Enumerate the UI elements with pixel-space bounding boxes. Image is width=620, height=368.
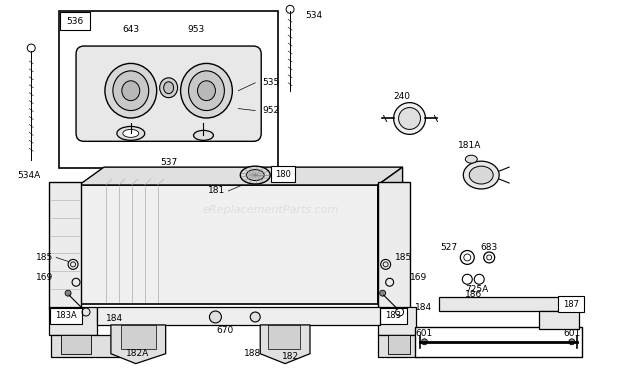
Ellipse shape xyxy=(399,107,420,130)
Text: 537: 537 xyxy=(160,158,177,167)
Text: 185: 185 xyxy=(394,253,412,262)
Text: 952: 952 xyxy=(262,106,280,115)
Text: 527: 527 xyxy=(440,243,458,252)
Polygon shape xyxy=(388,335,410,354)
Text: 184: 184 xyxy=(415,302,432,312)
FancyBboxPatch shape xyxy=(76,46,261,141)
Ellipse shape xyxy=(188,71,224,110)
Polygon shape xyxy=(79,167,402,185)
Ellipse shape xyxy=(193,130,213,140)
FancyBboxPatch shape xyxy=(379,308,407,324)
Text: 184: 184 xyxy=(106,315,123,323)
Ellipse shape xyxy=(394,103,425,134)
Circle shape xyxy=(422,339,427,345)
Polygon shape xyxy=(440,297,579,311)
Polygon shape xyxy=(260,325,310,364)
Bar xyxy=(539,311,579,329)
Text: 186: 186 xyxy=(464,290,482,299)
Text: 643: 643 xyxy=(122,25,140,34)
Ellipse shape xyxy=(117,127,144,140)
FancyBboxPatch shape xyxy=(50,308,82,324)
Bar xyxy=(49,182,81,309)
Ellipse shape xyxy=(123,130,139,137)
Text: 183A: 183A xyxy=(55,311,77,321)
Bar xyxy=(59,11,278,168)
Bar xyxy=(378,182,410,309)
Text: 683: 683 xyxy=(480,243,498,252)
Bar xyxy=(378,307,415,335)
Text: 169: 169 xyxy=(36,273,53,282)
Polygon shape xyxy=(268,325,300,349)
Polygon shape xyxy=(378,335,417,357)
Ellipse shape xyxy=(469,166,493,184)
Ellipse shape xyxy=(160,78,177,98)
Text: 180: 180 xyxy=(275,170,291,178)
Text: 240: 240 xyxy=(393,92,410,101)
Text: 187: 187 xyxy=(563,300,579,309)
Bar xyxy=(415,327,582,357)
Ellipse shape xyxy=(246,170,264,181)
Circle shape xyxy=(569,339,575,345)
Bar xyxy=(97,307,379,325)
FancyBboxPatch shape xyxy=(60,12,90,30)
Text: 536: 536 xyxy=(66,17,84,26)
Text: 182A: 182A xyxy=(126,349,149,358)
Text: 670: 670 xyxy=(217,326,234,335)
Text: 185: 185 xyxy=(36,253,53,262)
Text: eReplacementParts.com: eReplacementParts.com xyxy=(202,205,339,215)
Polygon shape xyxy=(111,325,166,364)
Ellipse shape xyxy=(198,81,215,100)
Bar xyxy=(49,307,97,335)
Circle shape xyxy=(65,290,71,296)
Bar xyxy=(79,185,378,304)
Ellipse shape xyxy=(122,81,140,100)
Ellipse shape xyxy=(180,63,232,118)
Polygon shape xyxy=(121,325,156,349)
FancyBboxPatch shape xyxy=(271,166,295,182)
Text: 188: 188 xyxy=(244,349,261,358)
Text: 601: 601 xyxy=(563,329,580,338)
Ellipse shape xyxy=(113,71,149,110)
Text: 534A: 534A xyxy=(17,170,41,180)
Polygon shape xyxy=(61,335,91,354)
Circle shape xyxy=(250,312,260,322)
Ellipse shape xyxy=(105,63,157,118)
Text: 725A: 725A xyxy=(466,285,489,294)
Ellipse shape xyxy=(463,161,499,189)
Text: 181: 181 xyxy=(208,187,226,195)
Ellipse shape xyxy=(241,166,270,184)
Text: 182: 182 xyxy=(281,352,299,361)
Circle shape xyxy=(379,290,386,296)
FancyBboxPatch shape xyxy=(558,296,584,312)
Text: 601: 601 xyxy=(416,329,433,338)
Polygon shape xyxy=(51,335,121,357)
Text: 183: 183 xyxy=(384,311,401,321)
Ellipse shape xyxy=(465,155,477,163)
Text: 535: 535 xyxy=(262,78,280,87)
Text: 953: 953 xyxy=(187,25,204,34)
Text: 181A: 181A xyxy=(458,141,481,150)
Circle shape xyxy=(210,311,221,323)
Text: 534: 534 xyxy=(305,11,322,20)
Text: 169: 169 xyxy=(410,273,427,282)
Polygon shape xyxy=(378,167,402,304)
Ellipse shape xyxy=(164,82,174,94)
